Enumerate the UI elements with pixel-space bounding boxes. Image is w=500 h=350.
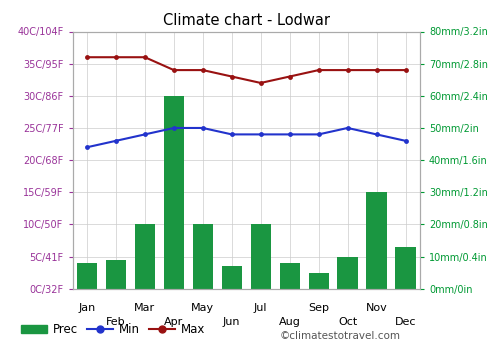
Bar: [280, 263, 300, 289]
Text: Sep: Sep: [308, 303, 329, 313]
Bar: [250, 224, 271, 289]
Bar: [308, 273, 329, 289]
Text: Oct: Oct: [338, 316, 357, 327]
Bar: [338, 257, 357, 289]
Bar: [396, 247, 415, 289]
Text: Apr: Apr: [164, 316, 184, 327]
Bar: [164, 96, 184, 289]
Text: Jun: Jun: [223, 316, 240, 327]
Legend: Prec, Min, Max: Prec, Min, Max: [16, 318, 210, 341]
Text: Dec: Dec: [395, 316, 416, 327]
Bar: [192, 224, 213, 289]
Text: Jan: Jan: [78, 303, 96, 313]
Text: May: May: [191, 303, 214, 313]
Text: Aug: Aug: [279, 316, 300, 327]
Text: Jul: Jul: [254, 303, 268, 313]
Bar: [77, 263, 97, 289]
Text: Mar: Mar: [134, 303, 156, 313]
Bar: [222, 266, 242, 289]
Bar: [106, 260, 126, 289]
Text: Feb: Feb: [106, 316, 126, 327]
Title: Climate chart - Lodwar: Climate chart - Lodwar: [163, 13, 330, 28]
Text: ©climatestotravel.com: ©climatestotravel.com: [280, 331, 401, 341]
Text: Nov: Nov: [366, 303, 388, 313]
Bar: [366, 192, 386, 289]
Bar: [135, 224, 155, 289]
